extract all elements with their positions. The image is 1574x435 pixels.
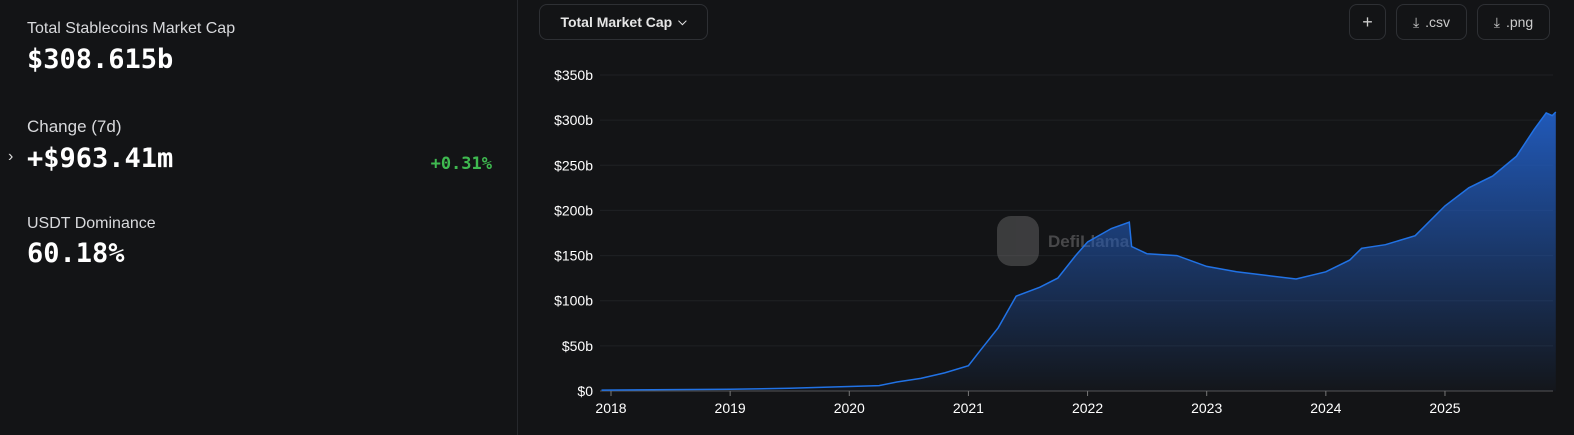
file-download-icon: ⤓ (1493, 13, 1500, 30)
png-download-button[interactable]: ⤓ .png (1477, 4, 1550, 40)
chevron-down-icon: ⌵ (678, 15, 687, 28)
change-label: Change (7d) (27, 117, 122, 136)
dominance-label: USDT Dominance (27, 215, 156, 232)
y-tick-label: $350b (554, 67, 593, 83)
change-value: +$963.41m (27, 143, 174, 174)
y-tick-label: $0 (577, 383, 593, 399)
series-line (601, 111, 1557, 391)
x-tick-label: 2020 (834, 400, 865, 416)
x-tick-label: 2024 (1310, 400, 1341, 416)
x-tick-label: 2023 (1191, 400, 1222, 416)
x-tick-label: 2025 (1429, 400, 1460, 416)
y-tick-label: $250b (554, 157, 593, 173)
x-tick-label: 2019 (715, 400, 746, 416)
metric-select[interactable]: Total Market Cap ⌵ (539, 4, 708, 40)
file-download-icon: ⤓ (1412, 13, 1420, 30)
x-tick-label: 2018 (595, 400, 626, 416)
y-tick-label: $200b (554, 202, 593, 218)
mcap-value: $308.615b (27, 44, 174, 75)
x-tick-label: 2021 (953, 400, 984, 416)
x-tick-label: 2022 (1072, 400, 1103, 416)
stats-panel: Total Stablecoins Market Cap $308.615b C… (0, 0, 518, 435)
png-label: .png (1505, 14, 1534, 30)
metric-select-label: Total Market Cap (560, 14, 673, 30)
dominance-value: 60.18% (27, 238, 125, 269)
add-label: + (1362, 11, 1373, 32)
csv-download-button[interactable]: ⤓ .csv (1396, 4, 1467, 40)
y-tick-label: $100b (554, 293, 593, 309)
y-tick-label: $300b (554, 112, 593, 128)
change-percent: +0.31% (430, 154, 492, 174)
mcap-label: Total Stablecoins Market Cap (27, 20, 236, 37)
add-button[interactable]: + (1349, 4, 1386, 40)
chevron-right-icon[interactable]: › (8, 148, 14, 165)
y-tick-label: $150b (554, 248, 593, 264)
area-fill (601, 112, 1556, 391)
csv-label: .csv (1425, 14, 1451, 30)
y-tick-label: $50b (562, 338, 593, 354)
